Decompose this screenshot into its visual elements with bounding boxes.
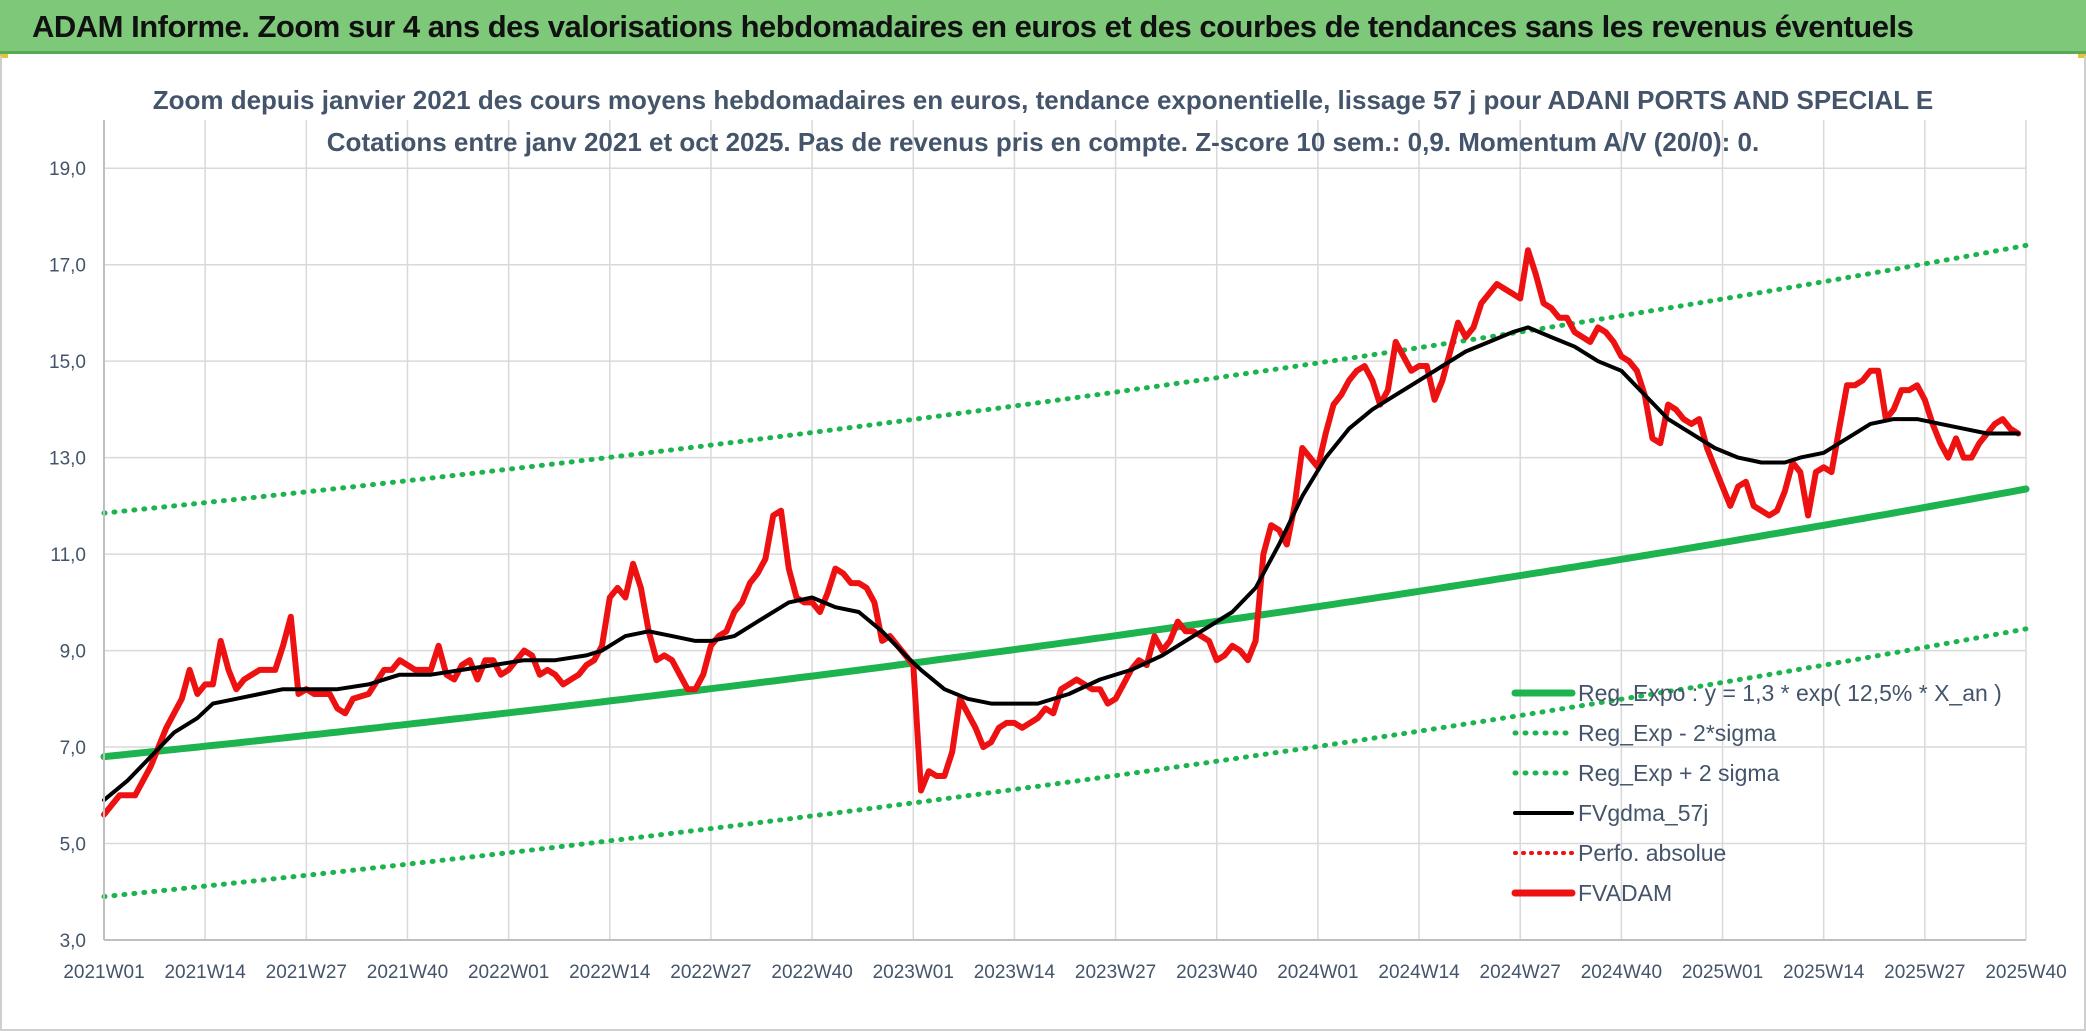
legend-label: Perfo. absolue	[1578, 840, 1726, 866]
x-tick-label: 2021W27	[266, 962, 347, 983]
x-tick-label: 2022W40	[771, 962, 852, 983]
y-tick-label: 17,0	[49, 256, 86, 277]
chart-grid	[103, 120, 2027, 941]
legend-label: Reg_Exp + 2 sigma	[1578, 760, 1780, 786]
legend-label: Reg_Exp - 2*sigma	[1578, 720, 1776, 746]
reg-lower-band	[101, 626, 2029, 900]
header-banner: ADAM Informe. Zoom sur 4 ans des valoris…	[0, 0, 2086, 54]
reg-upper-band	[101, 242, 2029, 516]
chart-legend: Reg_Expo : y = 1,3 * exp( 12,5% * X_an )…	[1511, 680, 2002, 906]
x-tick-label: 2021W14	[164, 962, 246, 983]
chart-series	[101, 247, 2022, 818]
x-tick-label: 2024W40	[1581, 962, 1662, 983]
y-tick-label: 11,0	[50, 545, 86, 566]
corner-mark-left	[0, 54, 8, 58]
y-tick-label: 19,0	[49, 159, 86, 180]
x-tick-label: 2023W01	[873, 962, 954, 983]
x-tick-label: 2021W01	[63, 962, 144, 983]
x-tick-label: 2021W40	[367, 962, 448, 983]
fvadam-line	[101, 247, 2022, 818]
x-tick-label: 2025W27	[1884, 962, 1965, 983]
x-tick-label: 2024W14	[1378, 962, 1460, 983]
chart-axes: 3,0 5,0 7,0 9,0 11,0 13,0 15,0 17,0 19,0 2021W01 2…	[49, 120, 2067, 983]
y-tick-label: 13,0	[49, 449, 86, 470]
x-tick-label: 2022W27	[670, 962, 751, 983]
chart-frame	[0, 56, 2086, 1031]
y-tick-label: 15,0	[49, 352, 86, 373]
x-tick-label: 2025W01	[1682, 962, 1763, 983]
x-tick-label: 2025W14	[1783, 962, 1865, 983]
reg-expo-line	[100, 485, 2030, 761]
legend-label: FVgdma_57j	[1578, 800, 1708, 826]
chart-subtitle: Cotations entre janv 2021 et oct 2025. P…	[326, 127, 1760, 157]
x-tick-label: 2023W40	[1176, 962, 1257, 983]
y-tick-label: 3,0	[60, 931, 86, 952]
y-tick-label: 7,0	[60, 738, 86, 759]
corner-mark-right	[2078, 54, 2086, 58]
x-tick-label: 2023W14	[974, 962, 1056, 983]
x-tick-label: 2022W14	[569, 962, 651, 983]
chart-title: Zoom depuis janvier 2021 des cours moyen…	[152, 85, 1934, 115]
y-tick-label: 5,0	[60, 835, 86, 856]
page-title: ADAM Informe. Zoom sur 4 ans des valoris…	[32, 9, 1914, 44]
x-tick-label: 2025W40	[1985, 962, 2066, 983]
fvgdma-line	[102, 325, 2021, 803]
x-tick-label: 2024W27	[1480, 962, 1561, 983]
x-tick-label: 2022W01	[468, 962, 549, 983]
regression-bands	[100, 242, 2030, 900]
legend-label: FVADAM	[1578, 880, 1672, 906]
y-tick-label: 9,0	[60, 642, 86, 663]
x-tick-label: 2023W27	[1075, 962, 1156, 983]
legend-label: Reg_Expo : y = 1,3 * exp( 12,5% * X_an )	[1578, 680, 2002, 706]
x-tick-label: 2024W01	[1277, 962, 1358, 983]
